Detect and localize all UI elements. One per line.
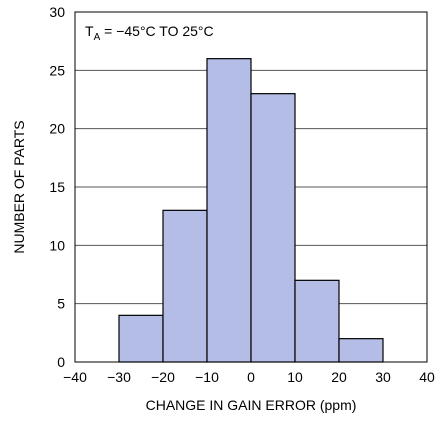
- plot-frame: [74, 11, 428, 363]
- x-tick-label: −30: [107, 369, 131, 385]
- y-tick-label: 0: [57, 354, 65, 370]
- bar-2: [206, 58, 252, 363]
- x-tick-label: −10: [195, 369, 219, 385]
- y-tick-label: 25: [49, 62, 65, 78]
- bar-3: [250, 93, 296, 363]
- y-tick-label: 30: [49, 4, 65, 20]
- annotation-prefix: T: [85, 23, 94, 39]
- y-tick-labels: 0 5 10 15 20 25 30: [49, 4, 65, 370]
- x-tick-label: 40: [419, 369, 435, 385]
- y-tick-label: 20: [49, 121, 65, 137]
- bar-0: [118, 314, 164, 363]
- x-tick-label: 10: [287, 369, 303, 385]
- bar-1: [162, 209, 208, 363]
- x-tick-label: 30: [375, 369, 391, 385]
- bar-4: [294, 279, 340, 363]
- x-tick-labels: −40 −30 −20 −10 0 10 20 30 40: [63, 369, 435, 385]
- y-tick-label: 10: [49, 237, 65, 253]
- bar-5: [338, 338, 384, 363]
- x-tick-label: 20: [331, 369, 347, 385]
- y-tick-label: 5: [57, 296, 65, 312]
- y-axis-title: NUMBER OF PARTS: [11, 120, 27, 253]
- bars: [118, 58, 384, 363]
- x-tick-label: 0: [247, 369, 255, 385]
- x-axis-title: CHANGE IN GAIN ERROR (ppm): [146, 397, 357, 413]
- y-tick-label: 15: [49, 179, 65, 195]
- x-tick-label: −20: [151, 369, 175, 385]
- temperature-annotation: TA = −45°C TO 25°C: [85, 23, 214, 43]
- x-tick-label: −40: [63, 369, 87, 385]
- annotation-subscript: A: [94, 32, 101, 43]
- annotation-text: = −45°C TO 25°C: [100, 23, 213, 39]
